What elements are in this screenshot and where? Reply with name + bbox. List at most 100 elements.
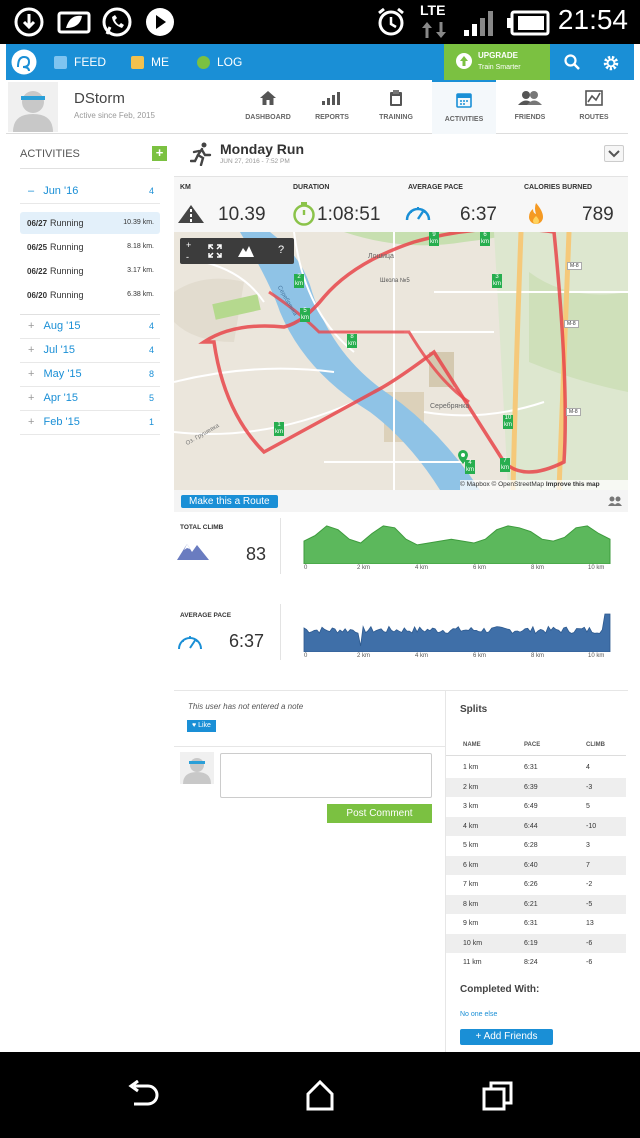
search-icon[interactable] — [564, 54, 580, 70]
split-row: 3 km 6:49 5 — [463, 803, 590, 810]
upgrade-button[interactable]: UPGRADE Train Smarter — [444, 44, 550, 80]
stats-bar — [174, 176, 628, 232]
alarm-icon — [374, 6, 408, 38]
stat-duration-label: DURATION — [293, 184, 330, 191]
month-aug-15[interactable]: + Aug '15 4 — [20, 315, 160, 339]
nav-log[interactable]: LOG — [197, 44, 242, 80]
fullscreen-icon[interactable] — [208, 244, 222, 258]
month-count: 4 — [148, 186, 154, 196]
comment-input[interactable] — [220, 753, 432, 798]
month-current[interactable]: – Jun '16 4 — [20, 180, 160, 204]
plus-circle-icon — [197, 55, 210, 69]
tab-friends[interactable]: FRIENDS — [500, 80, 560, 134]
terrain-icon[interactable] — [238, 245, 254, 257]
month-count: 8 — [148, 369, 154, 379]
highway-label: M-8 — [567, 262, 582, 270]
network-type: LTE — [420, 2, 446, 18]
attribution-text[interactable]: © Mapbox © OpenStreetMap — [460, 481, 545, 488]
month-apr-15[interactable]: + Apr '15 5 — [20, 387, 160, 411]
stat-duration: 1:08:51 — [317, 204, 381, 225]
stopwatch-icon — [292, 202, 316, 226]
highway-label: M-8 — [564, 320, 579, 328]
activity-distance: 8.18 km. — [127, 243, 154, 250]
map-label: Серебрянка — [430, 403, 470, 410]
back-icon[interactable] — [126, 1080, 160, 1110]
month-feb-15[interactable]: + Feb '15 1 — [20, 411, 160, 435]
avatar[interactable] — [8, 82, 58, 132]
split-row: 4 km 6:44 -10 — [446, 816, 626, 836]
help-icon[interactable]: ? — [278, 244, 285, 256]
x-tick: 2 km — [357, 653, 371, 659]
activity-item-3[interactable]: 06/20 Running 6.38 km. — [20, 284, 160, 306]
tab-routes-label: ROUTES — [579, 114, 609, 121]
activity-detail: Monday Run JUN 27, 2016 - 7:52 PM KM 10.… — [174, 134, 628, 1052]
zoom-buttons-icon[interactable]: + - — [186, 240, 192, 262]
tab-friends-label: FRIENDS — [514, 114, 546, 121]
pace-chart — [303, 613, 611, 652]
month-may-15[interactable]: + May '15 8 — [20, 363, 160, 387]
home-icon[interactable] — [304, 1079, 336, 1111]
add-friends-button[interactable]: + Add Friends — [460, 1029, 553, 1045]
activities-sidebar: ACTIVITIES + – Jun '16 4 06/27 Running 1… — [6, 134, 172, 1052]
commenter-avatar — [180, 752, 214, 784]
split-row: 1 km 6:31 4 — [463, 764, 590, 771]
route-map[interactable]: Лошица Школа №5 Серебрянка Серебрянка Оз… — [174, 232, 628, 490]
month-count: 4 — [148, 345, 154, 355]
stat-pace-label: AVERAGE PACE — [408, 184, 463, 191]
activity-date: 06/27 — [27, 219, 48, 228]
split-row: 5 km 6:28 3 — [463, 842, 590, 849]
tab-reports[interactable]: REPORTS — [302, 80, 362, 134]
upgrade-title: UPGRADE — [478, 51, 519, 60]
post-comment-button[interactable]: Post Comment — [327, 804, 432, 823]
expand-sign: + — [28, 368, 35, 380]
tab-routes[interactable]: ROUTES — [564, 80, 624, 134]
activity-distance: 10.39 km. — [123, 219, 154, 226]
tab-activities[interactable]: ACTIVITIES — [432, 80, 496, 134]
activity-item-2[interactable]: 06/22 Running 3.17 km. — [20, 260, 160, 282]
recents-icon[interactable] — [482, 1081, 514, 1111]
tab-dashboard[interactable]: DASHBOARD — [238, 80, 298, 134]
add-activity-icon[interactable]: + — [152, 146, 167, 161]
improve-map-link[interactable]: Improve this map — [545, 481, 600, 488]
divider — [174, 746, 445, 747]
play-icon — [144, 6, 176, 38]
chevron-down-icon[interactable] — [604, 145, 624, 162]
nav-feed[interactable]: FEED — [54, 44, 106, 80]
settings-gear-icon[interactable] — [602, 54, 620, 72]
upgrade-arrow-icon — [456, 53, 472, 69]
col-name: NAME — [463, 742, 481, 748]
friends-small-icon[interactable] — [608, 496, 622, 506]
profile-name[interactable]: DStorm — [74, 90, 125, 107]
like-button[interactable]: ♥ Like — [187, 720, 216, 732]
status-bar: LTE 21:54 — [0, 0, 640, 44]
no-one-text: No one else — [460, 1011, 498, 1018]
nav-me[interactable]: ME — [131, 44, 169, 80]
col-pace: PACE — [524, 742, 541, 748]
map-attribution: © Mapbox © OpenStreetMap Improve this ma… — [460, 480, 628, 490]
make-route-button[interactable]: Make this a Route — [181, 495, 278, 508]
friends-icon — [518, 91, 542, 105]
divider — [20, 314, 160, 315]
app-logo-icon[interactable] — [11, 49, 37, 75]
divider — [280, 518, 281, 574]
km-marker: 4 km — [465, 460, 475, 474]
month-jul-15[interactable]: + Jul '15 4 — [20, 339, 160, 363]
speedometer-icon — [176, 630, 204, 652]
bar-chart-icon — [322, 92, 340, 105]
split-row: 8 km 6:21 -5 — [446, 894, 626, 914]
calendar-icon — [456, 93, 472, 108]
tab-activities-label: ACTIVITIES — [444, 116, 484, 123]
divider — [445, 690, 446, 1052]
x-tick: 6 km — [473, 653, 487, 659]
divider — [280, 604, 281, 660]
whatsapp-icon — [100, 6, 134, 38]
tab-training[interactable]: TRAINING — [366, 80, 426, 134]
activity-type: Running — [50, 266, 84, 276]
clipboard-icon — [390, 90, 402, 106]
sidebar-title: ACTIVITIES — [20, 148, 80, 160]
col-climb: CLIMB — [586, 742, 605, 748]
activity-item-1[interactable]: 06/25 Running 8.18 km. — [20, 236, 160, 258]
month-label: Feb '15 — [43, 416, 80, 428]
map-icon — [585, 90, 603, 106]
activity-item-0[interactable]: 06/27 Running 10.39 km. — [20, 212, 160, 234]
